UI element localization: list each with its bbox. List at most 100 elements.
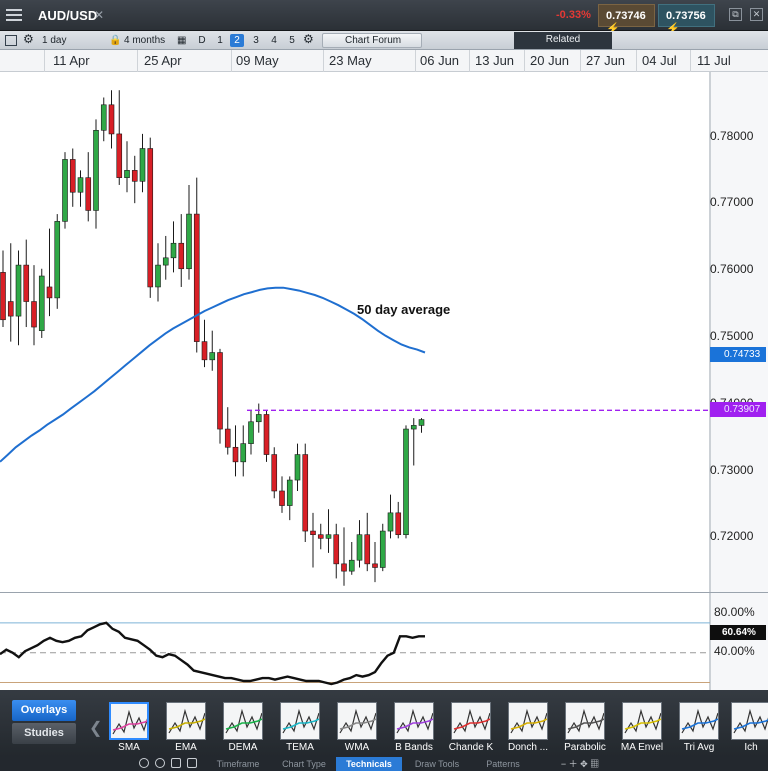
- thumb-price-line: [339, 708, 376, 734]
- study-thumbnail-icon: [166, 702, 206, 740]
- candle-body: [209, 352, 216, 361]
- candle-body: [224, 428, 231, 448]
- tab-technicals[interactable]: Technicals: [336, 757, 402, 771]
- candle-body: [302, 454, 309, 532]
- candle-body: [100, 104, 107, 131]
- hline-price-tag: 0.73907: [710, 402, 766, 417]
- study-b-bands[interactable]: B Bands: [390, 702, 438, 753]
- candle-body: [124, 170, 130, 178]
- study-sma[interactable]: SMA: [105, 702, 153, 753]
- study-label: Ich: [744, 742, 758, 753]
- study-thumbnail-icon: [337, 702, 377, 740]
- detach-window-icon[interactable]: ⧉: [729, 8, 742, 21]
- no-entry-icon[interactable]: [155, 758, 165, 768]
- menu-icon[interactable]: [6, 9, 22, 21]
- period-5-button[interactable]: 5: [289, 35, 295, 46]
- tab-chart-type[interactable]: Chart Type: [282, 759, 326, 769]
- candle-body: [162, 257, 169, 266]
- study-thumbnail-graphic: [396, 708, 433, 734]
- study-ema[interactable]: EMA: [162, 702, 210, 753]
- close-instrument-icon[interactable]: ✕: [94, 8, 105, 22]
- study-dema[interactable]: DEMA: [219, 702, 267, 753]
- zoom-controls[interactable]: − ＋ ✥ ▦: [560, 759, 600, 769]
- thumb-price-line: [624, 708, 661, 734]
- candle-body: [248, 421, 254, 444]
- scroll-left-icon[interactable]: ❮: [89, 720, 103, 737]
- study-wma[interactable]: WMA: [333, 702, 381, 753]
- layout-icon[interactable]: [5, 35, 17, 46]
- instrument-name: AUD/USD: [38, 8, 98, 23]
- chart-annotation[interactable]: 50 day average: [357, 302, 451, 317]
- tab-patterns[interactable]: Patterns: [486, 759, 520, 769]
- thumb-price-line: [681, 708, 718, 734]
- study-thumbnail-graphic: [225, 708, 262, 734]
- date-label: 23 May: [329, 53, 372, 68]
- period-4-button[interactable]: 4: [271, 35, 277, 46]
- tab-timeframe[interactable]: Timeframe: [216, 759, 260, 769]
- period-d-button[interactable]: D: [198, 35, 206, 46]
- study-tri-avg[interactable]: Tri Avg: [675, 702, 723, 753]
- date-label: 27 Jun: [586, 53, 626, 68]
- study-thumbnail-graphic: [733, 708, 768, 734]
- settings-gear-icon[interactable]: ⚙: [23, 32, 34, 46]
- interval-select[interactable]: 1 day: [42, 35, 67, 46]
- period-3-button[interactable]: 3: [253, 35, 259, 46]
- candle-body: [155, 264, 161, 288]
- study-chande-k[interactable]: Chande K: [447, 702, 495, 753]
- thumb-price-line: [225, 708, 262, 734]
- study-thumbnail-graphic: [339, 708, 376, 734]
- thumb-study-line: [339, 718, 376, 730]
- period-1-button[interactable]: 1: [217, 35, 223, 46]
- study-label: SMA: [118, 742, 140, 753]
- study-tema[interactable]: TEMA: [276, 702, 324, 753]
- y-tick-label: 0.76000: [710, 262, 754, 276]
- chart-settings-gear-icon[interactable]: ⚙: [303, 32, 314, 46]
- study-label: TEMA: [286, 742, 314, 753]
- range-select[interactable]: 4 months: [124, 35, 166, 46]
- date-label: 09 May: [236, 53, 279, 68]
- study-thumbnail-icon: [508, 702, 548, 740]
- candle-body: [170, 242, 177, 259]
- study-ich[interactable]: Ich: [727, 702, 768, 753]
- lock-icon[interactable]: 🔒: [109, 35, 122, 46]
- study-label: Parabolic: [564, 742, 606, 753]
- thumb-study-line: [282, 718, 319, 730]
- calendar-icon[interactable]: ▦: [177, 35, 187, 46]
- related-button[interactable]: Related: [514, 32, 612, 49]
- studies-tab[interactable]: Studies: [12, 723, 76, 744]
- study-parabolic[interactable]: Parabolic: [561, 702, 609, 753]
- study-thumbnail-graphic: [567, 708, 604, 734]
- thumb-study-line: [733, 719, 768, 730]
- date-label: 13 Jun: [475, 53, 515, 68]
- date-label: 06 Jun: [420, 53, 460, 68]
- y-tick-label: 0.78000: [710, 129, 754, 143]
- oscillator-chart[interactable]: [0, 593, 768, 690]
- thumb-price-line: [567, 708, 604, 734]
- overlays-tab[interactable]: Overlays: [12, 700, 76, 721]
- link-icon[interactable]: [187, 758, 197, 768]
- study-donch[interactable]: Donch ...: [504, 702, 552, 753]
- chart-forum-button[interactable]: Chart Forum: [322, 33, 422, 48]
- ma-price-tag: 0.74733: [710, 347, 766, 362]
- osc-level-label: 40.00%: [714, 644, 755, 658]
- pencil-icon[interactable]: [171, 758, 181, 768]
- sell-price-button[interactable]: 0.73746 ⚡: [598, 4, 655, 35]
- candle-body: [147, 148, 154, 288]
- price-chart[interactable]: [0, 72, 768, 593]
- chart-background: [0, 72, 710, 593]
- candle-body: [62, 159, 68, 222]
- bottom-tab-bar: Timeframe Chart Type Technicals Draw Too…: [0, 757, 768, 771]
- candle-body: [418, 419, 425, 426]
- buy-price-button[interactable]: 0.73756 ⚡: [658, 4, 715, 35]
- study-thumbnail-graphic: [681, 708, 718, 734]
- thumb-price-line: [396, 708, 433, 734]
- close-window-icon[interactable]: ✕: [750, 8, 763, 21]
- period-2-button[interactable]: 2: [230, 34, 244, 47]
- refresh-icon[interactable]: [139, 758, 149, 768]
- study-ma-envel[interactable]: MA Envel: [618, 702, 666, 753]
- candle-body: [387, 512, 394, 532]
- candle-body: [395, 512, 402, 536]
- study-label: Tri Avg: [683, 742, 715, 753]
- tab-draw-tools[interactable]: Draw Tools: [414, 759, 460, 769]
- thumb-study-line: [453, 718, 490, 730]
